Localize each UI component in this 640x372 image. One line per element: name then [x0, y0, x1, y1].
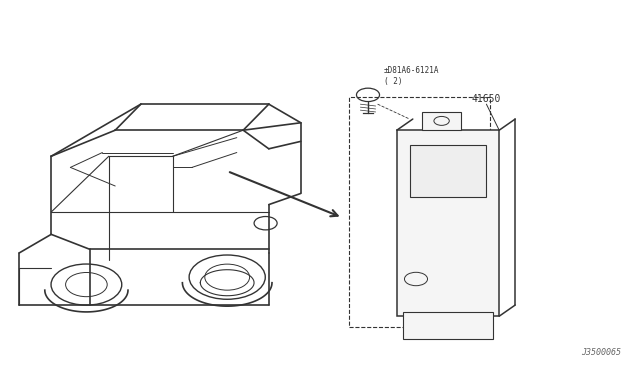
Text: ±D81A6-6121A
( 2): ±D81A6-6121A ( 2): [384, 66, 440, 86]
Text: 41650: 41650: [472, 94, 501, 104]
Bar: [397, 130, 499, 316]
Bar: [422, 112, 461, 130]
Bar: [410, 145, 486, 197]
Bar: [403, 312, 493, 339]
Text: J3500065: J3500065: [581, 348, 621, 357]
Bar: [349, 97, 490, 327]
